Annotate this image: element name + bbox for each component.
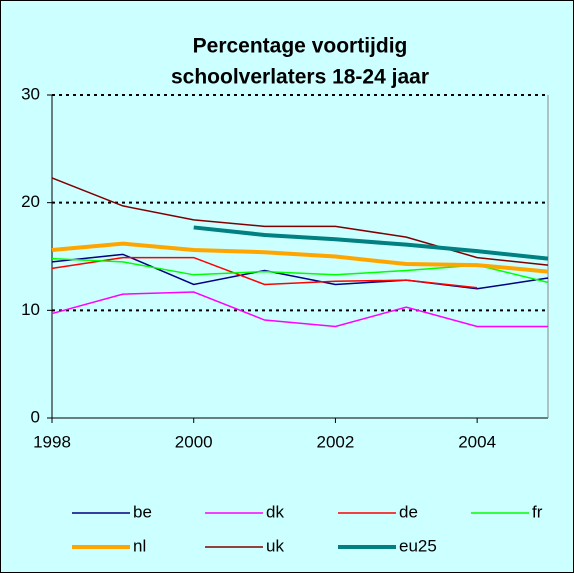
series-line xyxy=(51,177,549,266)
series-line xyxy=(51,253,549,290)
chart-title: schoolverlaters 18-24 jaar xyxy=(171,66,429,89)
y-tick-label: 30 xyxy=(21,84,40,103)
legend-label: be xyxy=(133,502,152,521)
series-line xyxy=(193,225,549,261)
chart-title: Percentage voortijdig xyxy=(193,35,408,58)
x-tick-label: 2004 xyxy=(458,432,496,451)
x-tick-label: 1998 xyxy=(33,432,71,451)
legend-label: de xyxy=(399,502,418,521)
legend-label: dk xyxy=(266,502,284,521)
x-tick-label: 2000 xyxy=(175,432,213,451)
legend-label: nl xyxy=(133,536,146,555)
y-tick-label: 0 xyxy=(31,407,40,426)
series-line xyxy=(51,241,549,274)
series-line xyxy=(51,291,548,328)
legend-label: uk xyxy=(266,536,284,555)
y-tick-label: 20 xyxy=(21,192,40,211)
x-tick-label: 2002 xyxy=(317,432,355,451)
series-line xyxy=(51,256,478,289)
legend-label: eu25 xyxy=(399,536,437,555)
legend-label: fr xyxy=(532,502,543,521)
y-tick-label: 10 xyxy=(21,300,40,319)
